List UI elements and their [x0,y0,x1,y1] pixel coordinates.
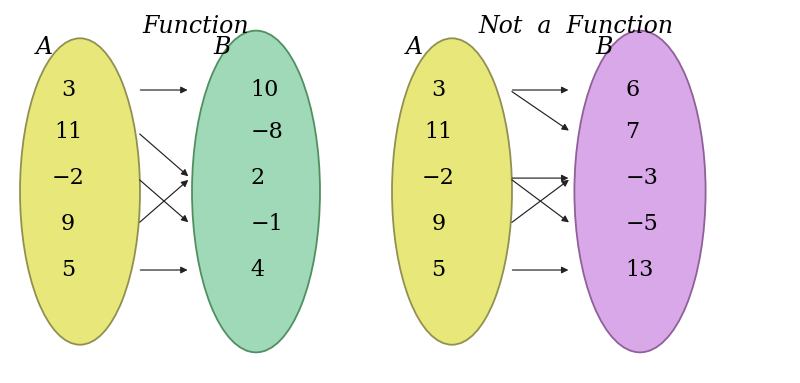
Text: −8: −8 [250,121,283,143]
Text: 5: 5 [61,259,75,281]
Text: 6: 6 [626,79,640,101]
Text: 11: 11 [54,121,82,143]
Text: 13: 13 [626,259,654,281]
Text: 7: 7 [626,121,640,143]
Ellipse shape [192,31,320,352]
Text: B: B [214,36,231,59]
Text: 9: 9 [61,213,75,235]
Ellipse shape [20,38,140,345]
Text: 3: 3 [61,79,75,101]
Text: B: B [595,36,613,59]
Text: −5: −5 [626,213,658,235]
Text: 3: 3 [431,79,446,101]
Text: −2: −2 [422,167,454,189]
Text: Not  a  Function: Not a Function [478,15,674,38]
Text: 9: 9 [431,213,446,235]
Text: −2: −2 [52,167,84,189]
Text: Function: Function [142,15,250,38]
Text: −3: −3 [626,167,658,189]
Text: A: A [406,36,423,59]
Text: −1: −1 [250,213,283,235]
Text: 4: 4 [250,259,265,281]
Text: 2: 2 [250,167,265,189]
Text: 10: 10 [250,79,278,101]
Text: 5: 5 [431,259,446,281]
Text: 11: 11 [424,121,453,143]
Ellipse shape [574,31,706,352]
Ellipse shape [392,38,512,345]
Text: A: A [35,36,53,59]
